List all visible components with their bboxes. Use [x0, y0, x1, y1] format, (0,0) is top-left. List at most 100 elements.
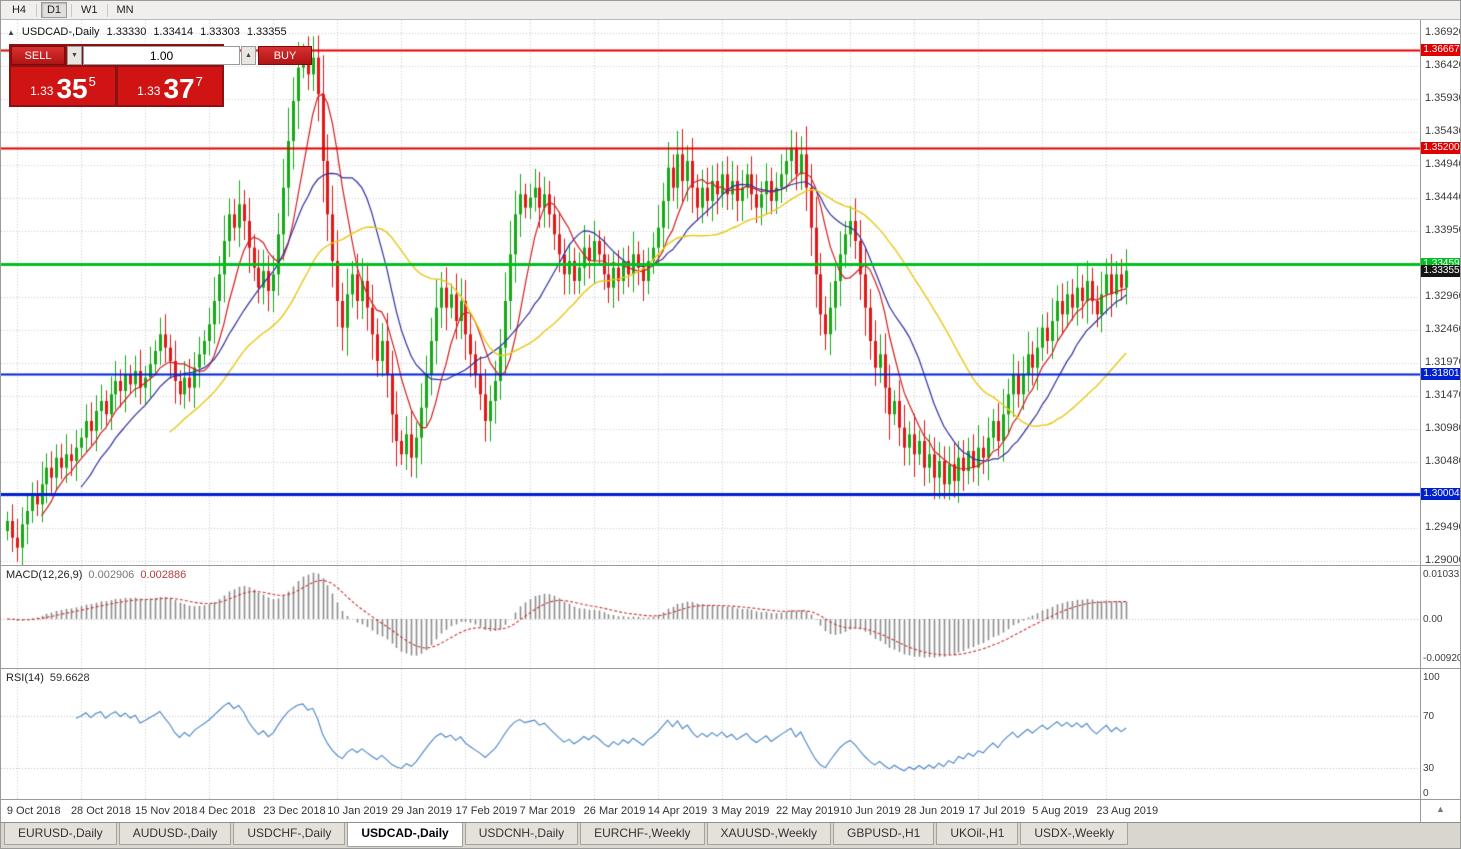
chart-marker-icon: ▲ — [7, 27, 15, 37]
macd-label: MACD(12,26,9) 0.002906 0.002886 — [6, 569, 187, 581]
chart-tab-eurchf-weekly[interactable]: EURCHF-,Weekly — [580, 823, 705, 845]
bar-high-value: 1.33414 — [153, 26, 194, 38]
date-label: 15 Nov 2018 — [135, 805, 198, 817]
price-pane: ▲ USDCAD-,Daily 1.33330 1.33414 1.33303 … — [1, 20, 1420, 566]
toolbar-separator — [71, 3, 72, 17]
timeframe-mn-button[interactable]: MN — [112, 2, 139, 18]
ask-pip-digit: 7 — [195, 74, 203, 89]
macd-scale-zero: 0.00 — [1423, 614, 1443, 625]
hline-price-badge: 1.30004 — [1421, 488, 1460, 501]
macd-value: 0.002906 — [88, 569, 135, 581]
price-tick-label: 1.36920 — [1425, 26, 1461, 38]
price-scale[interactable]: 1.36920 1.36420 1.35930 1.35430 1.34940 1.344… — [1421, 20, 1460, 566]
scale-corner: ▲ — [1421, 800, 1460, 822]
macd-scale[interactable]: 0.0103310 0.00 -0.0092030 — [1421, 566, 1460, 669]
date-label: 17 Feb 2019 — [455, 805, 518, 817]
macd-signal-value: 0.002886 — [140, 569, 187, 581]
lot-size-input[interactable] — [83, 46, 240, 65]
chart-symbol-label: USDCAD-,Daily — [21, 26, 100, 38]
price-tick-label: 1.32460 — [1425, 323, 1461, 336]
ask-prefix: 1.33 — [137, 84, 161, 98]
timeframe-toolbar: H4 D1 W1 MN — [1, 1, 1460, 20]
chart-tab-audusd-daily[interactable]: AUDUSD-,Daily — [118, 823, 232, 845]
price-tick-label: 1.30480 — [1425, 455, 1461, 468]
price-tick-label: 1.34440 — [1425, 191, 1461, 204]
ask-big-digits: 37 — [163, 73, 195, 104]
price-tick-label: 1.33950 — [1425, 224, 1461, 236]
date-label: 26 Mar 2019 — [583, 805, 646, 817]
chart-tab-usdcad-daily[interactable]: USDCAD-,Daily — [347, 823, 463, 847]
price-tick-label: 1.29490 — [1425, 521, 1461, 534]
toolbar-separator — [106, 3, 108, 17]
date-label: 22 May 2019 — [775, 805, 840, 817]
price-tick-label: 1.35430 — [1425, 125, 1461, 138]
macd-chart-canvas[interactable] — [1, 566, 1420, 668]
chart-tab-usdchf-daily[interactable]: USDCHF-,Daily — [233, 823, 346, 845]
timeframe-d1-button[interactable]: D1 — [41, 2, 67, 18]
date-label: 10 Jun 2019 — [840, 805, 901, 817]
chart-tab-eurusd-daily[interactable]: EURUSD-,Daily — [4, 823, 117, 845]
macd-scale-min: -0.0092030 — [1423, 653, 1460, 664]
time-axis[interactable]: 9 Oct 2018 28 Oct 2018 15 Nov 2018 4 Dec 20… — [1, 800, 1420, 822]
date-label: 10 Jan 2019 — [327, 805, 388, 817]
price-tick-label: 1.32960 — [1425, 290, 1461, 302]
bar-low-value: 1.33303 — [200, 26, 240, 38]
date-label: 28 Jun 2019 — [904, 805, 965, 817]
bar-open-value: 1.33330 — [106, 26, 147, 38]
chart-tab-bar: EURUSD-,Daily AUDUSD-,Daily USDCHF-,Daily U… — [1, 822, 1460, 848]
date-label: 28 Oct 2018 — [70, 805, 131, 817]
price-tick-label: 1.35930 — [1425, 92, 1461, 104]
buy-button[interactable]: BUY — [258, 46, 312, 65]
rsi-chart-canvas[interactable] — [1, 669, 1420, 799]
lot-decrease-button[interactable]: ▼ — [67, 46, 82, 65]
chart-title: ▲ USDCAD-,Daily 1.33330 1.33414 1.33303 … — [7, 26, 287, 38]
hline-price-badge: 1.31801 — [1421, 368, 1460, 381]
bar-close-value: 1.33355 — [246, 26, 287, 38]
timeframe-w1-button[interactable]: W1 — [76, 2, 103, 18]
hline-price-badge: 1.35200 — [1421, 141, 1460, 154]
price-chart-canvas[interactable] — [1, 20, 1420, 565]
price-tick-label: 1.30980 — [1425, 422, 1461, 434]
date-label: 23 Aug 2019 — [1096, 805, 1159, 817]
rsi-scale-level: 70 — [1423, 711, 1435, 722]
toolbar-separator — [36, 3, 37, 17]
rsi-scale-level: 30 — [1423, 763, 1435, 774]
sell-button[interactable]: SELL — [11, 46, 65, 65]
price-tick-label: 1.34940 — [1425, 158, 1461, 170]
date-label: 9 Oct 2018 — [6, 805, 61, 817]
rsi-value: 59.6628 — [49, 672, 90, 684]
chart-area: ▲ USDCAD-,Daily 1.33330 1.33414 1.33 30 3 … — [1, 20, 1460, 822]
rsi-pane: RSI(14) 59.6628 — [1, 669, 1420, 800]
price-tick-label: 1.31970 — [1425, 356, 1461, 368]
rsi-scale[interactable]: 100 70 30 0 — [1421, 669, 1460, 800]
lot-increase-button[interactable]: ▲ — [241, 46, 256, 65]
price-tick-label: 1.31470 — [1425, 389, 1461, 402]
corner-marker-icon: ▲ — [1436, 804, 1445, 814]
chart-tab-usdcnh-daily[interactable]: USDCNH-,Daily — [464, 823, 579, 845]
bid-big-digits: 35 — [56, 73, 88, 104]
chart-tab-ukoil-h1[interactable]: UKOil-,H1 — [936, 823, 1019, 845]
scale-column: 1.36920 1.36420 1.35930 1.35430 1.34940 1.344… — [1420, 20, 1460, 822]
timeframe-h4-button[interactable]: H4 — [6, 2, 32, 18]
buy-price-display[interactable]: 1.33 37 7 — [118, 67, 222, 105]
date-label: 23 Dec 2018 — [263, 805, 326, 817]
date-label: 17 Jul 2019 — [968, 805, 1026, 817]
date-label: 4 Dec 2018 — [199, 805, 256, 817]
sell-price-display[interactable]: 1.33 35 5 — [11, 67, 115, 105]
chart-tab-usdx-weekly[interactable]: USDX-,Weekly — [1020, 823, 1129, 845]
rsi-label: RSI(14) 59.6628 — [6, 672, 90, 684]
rsi-scale-level: 100 — [1423, 672, 1440, 683]
date-label: 3 May 2019 — [711, 805, 770, 817]
rsi-scale-level: 0 — [1423, 788, 1429, 799]
bid-prefix: 1.33 — [30, 84, 54, 98]
macd-pane: MACD(12,26,9) 0.002906 0.002886 — [1, 566, 1420, 669]
current-price-badge: 1.33355 — [1421, 264, 1460, 277]
macd-scale-max: 0.0103310 — [1423, 569, 1460, 580]
bid-pip-digit: 5 — [88, 74, 96, 89]
chart-tab-xauusd-weekly[interactable]: XAUUSD-,Weekly — [706, 823, 831, 845]
date-label: 14 Apr 2019 — [647, 805, 708, 817]
date-label: 29 Jan 2019 — [391, 805, 452, 817]
chart-tab-gbpusd-h1[interactable]: GBPUSD-,H1 — [833, 823, 935, 845]
